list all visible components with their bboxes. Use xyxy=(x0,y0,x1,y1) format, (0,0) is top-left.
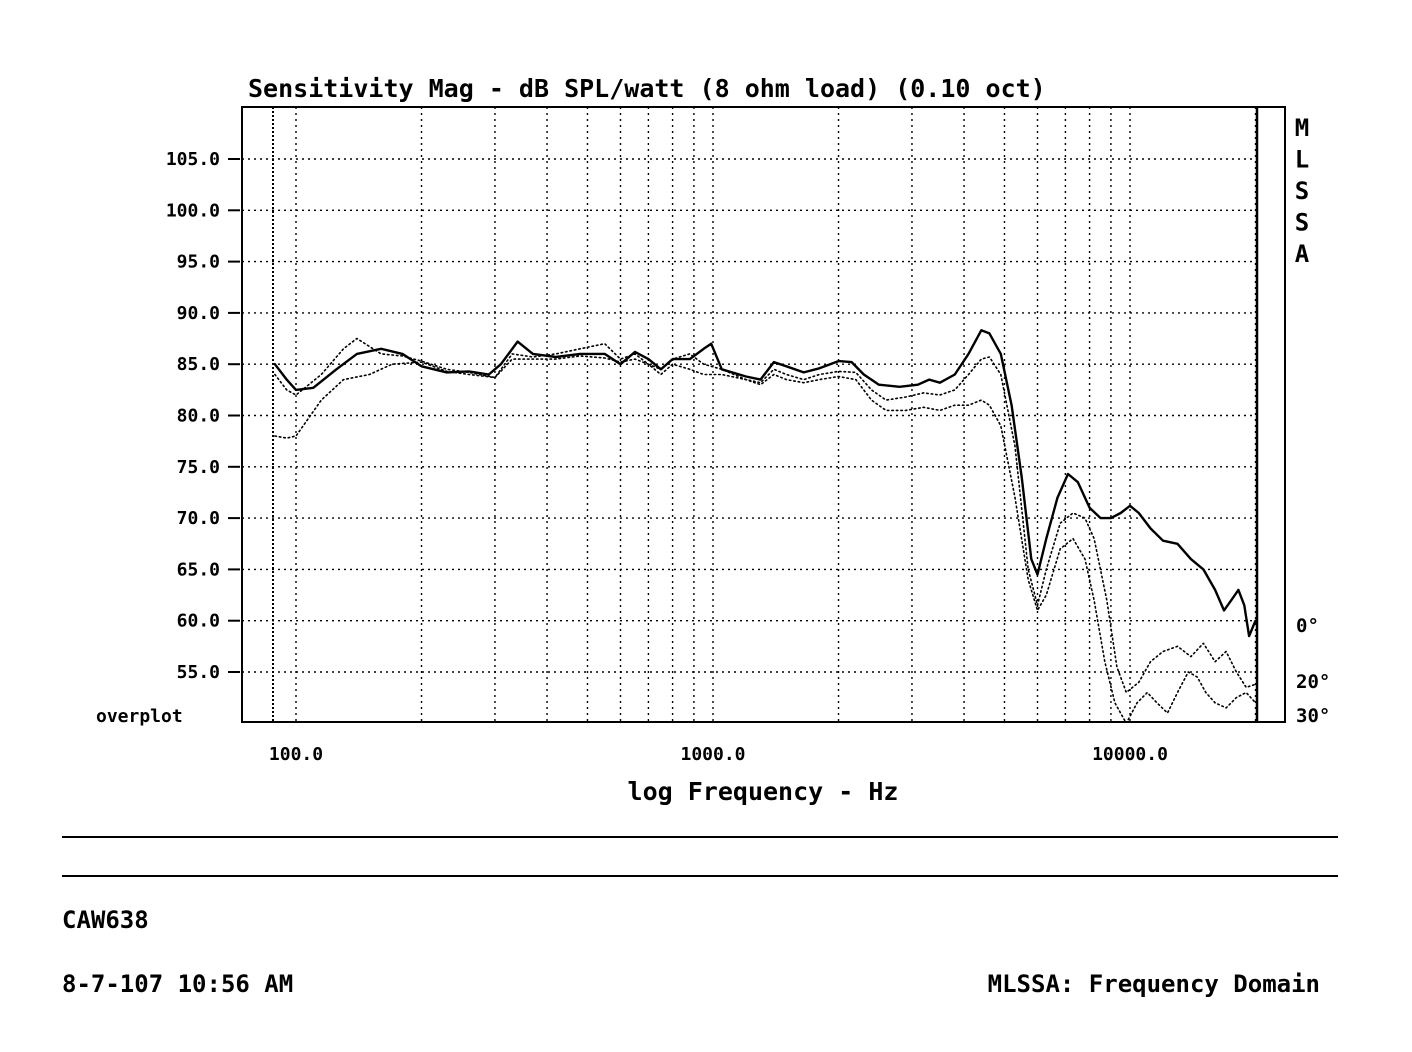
y-tick-label: 55.0 xyxy=(177,662,220,683)
y-tick-label: 75.0 xyxy=(177,457,220,478)
legend-label: 20° xyxy=(1296,671,1330,693)
program-label: MLSSA: Frequency Domain xyxy=(987,970,1320,998)
x-tick-label: 1000.0 xyxy=(680,744,745,765)
x-tick-label: 100.0 xyxy=(269,744,323,765)
gridlines xyxy=(242,107,1257,722)
legend: 0° 20° 30° xyxy=(1296,615,1330,727)
y-tick-label: 65.0 xyxy=(177,559,220,580)
y-tick-label: 90.0 xyxy=(177,303,220,324)
y-tick-label: 85.0 xyxy=(177,354,220,375)
y-tick-labels: 55.0 60.0 65.0 70.0 75.0 80.0 85.0 90.0 95.0 100.… xyxy=(166,149,240,683)
brand-letter: S xyxy=(1295,209,1309,237)
y-tick-label: 100.0 xyxy=(166,200,220,221)
y-tick-label: 105.0 xyxy=(166,149,220,170)
legend-label: 30° xyxy=(1296,705,1330,727)
legend-label: 0° xyxy=(1296,615,1319,637)
x-tick-label: 10000.0 xyxy=(1092,744,1168,765)
mlssa-vertical-label: MLSSA xyxy=(1295,114,1310,268)
divider-top xyxy=(62,836,1338,838)
x-axis-title: log Frequency - Hz xyxy=(628,777,899,806)
overplot-label: overplot xyxy=(96,706,183,727)
x-tick-labels: 100.0 1000.0 10000.0 xyxy=(269,744,1168,765)
divider-bottom xyxy=(62,875,1338,877)
brand-letter: S xyxy=(1295,177,1309,205)
file-id: CAW638 xyxy=(62,906,149,934)
series-group xyxy=(273,329,1257,722)
y-tick-label: 70.0 xyxy=(177,508,220,529)
brand-letter: M xyxy=(1295,114,1309,142)
y-tick-label: 95.0 xyxy=(177,252,220,273)
plot-frame xyxy=(241,106,1286,723)
y-tick-label: 60.0 xyxy=(177,611,220,632)
brand-letter: A xyxy=(1295,240,1310,268)
series-line xyxy=(274,355,1257,722)
brand-letter: L xyxy=(1295,146,1309,174)
series-line xyxy=(273,329,1257,638)
timestamp: 8-7-107 10:56 AM xyxy=(62,970,294,998)
chart-title: Sensitivity Mag - dB SPL/watt (8 ohm loa… xyxy=(248,74,1046,103)
y-tick-label: 80.0 xyxy=(177,406,220,427)
